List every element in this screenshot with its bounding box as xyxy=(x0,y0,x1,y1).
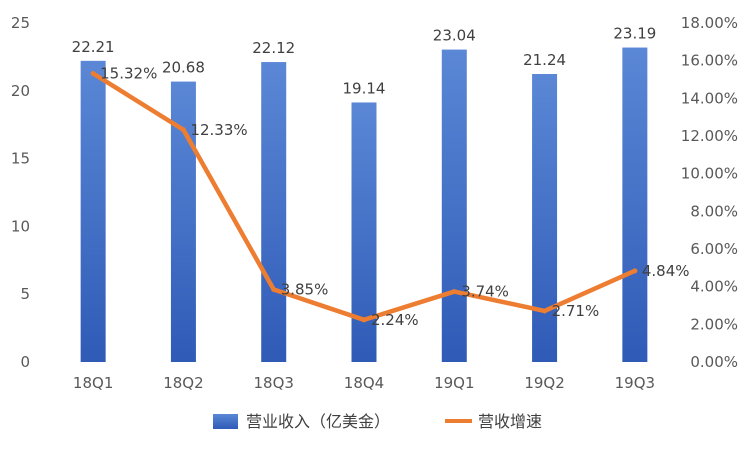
right-axis-tick: 16.00% xyxy=(681,52,738,70)
bar xyxy=(441,49,467,362)
x-axis-tick: 18Q1 xyxy=(73,374,113,392)
growth-point xyxy=(542,308,548,314)
bar-data-label: 23.19 xyxy=(613,25,656,43)
line-data-labels: 15.32% 12.33% 3.85% 2.24% 3.74% 2.71% 4.84% xyxy=(100,64,689,328)
legend: 营业收入（亿美金） 营收增速 xyxy=(213,412,542,431)
line-data-label: 12.33% xyxy=(190,121,247,139)
right-axis-tick: 12.00% xyxy=(681,127,738,145)
line-series xyxy=(90,70,638,323)
line-data-label: 3.74% xyxy=(461,283,509,301)
bar-data-label: 20.68 xyxy=(162,59,205,77)
bar-data-label: 21.24 xyxy=(523,51,566,69)
line-data-label: 2.71% xyxy=(552,302,600,320)
right-axis: 0.00% 2.00% 4.00% 6.00% 8.00% 10.00% 12.00% 14.… xyxy=(681,14,738,371)
x-axis-tick: 19Q2 xyxy=(524,374,564,392)
line-data-label: 2.24% xyxy=(371,311,419,329)
bar-data-label: 22.12 xyxy=(252,39,295,57)
right-axis-tick: 0.00% xyxy=(690,353,738,371)
bar xyxy=(80,60,106,363)
bar xyxy=(261,62,287,363)
bar-data-labels: 22.21 20.68 22.12 19.14 23.04 21.24 23.19 xyxy=(72,25,657,98)
right-axis-tick: 10.00% xyxy=(681,165,738,183)
growth-point xyxy=(451,289,457,295)
bar-data-label: 23.04 xyxy=(433,27,476,45)
right-axis-tick: 8.00% xyxy=(690,202,738,220)
bar-data-label: 22.21 xyxy=(72,38,115,56)
right-axis-tick: 6.00% xyxy=(690,240,738,258)
growth-point xyxy=(271,286,277,292)
line-data-label: 4.84% xyxy=(642,262,690,280)
x-axis-tick: 18Q2 xyxy=(163,374,203,392)
right-axis-tick: 14.00% xyxy=(681,89,738,107)
x-axis-tick: 19Q3 xyxy=(615,374,655,392)
bar xyxy=(622,47,648,362)
x-axis-tick: 18Q4 xyxy=(344,374,384,392)
left-axis-tick: 10 xyxy=(11,217,30,235)
bar-data-label: 19.14 xyxy=(343,79,386,97)
left-axis-tick: 20 xyxy=(11,82,30,100)
legend-label-revenue: 营业收入（亿美金） xyxy=(246,412,390,431)
line-data-label: 3.85% xyxy=(281,280,329,298)
bar xyxy=(532,73,558,363)
line-data-label: 15.32% xyxy=(100,64,157,82)
x-axis-tick: 19Q1 xyxy=(434,374,474,392)
left-axis-tick: 25 xyxy=(11,14,30,32)
legend-label-growth: 营收增速 xyxy=(478,412,542,431)
growth-point xyxy=(361,317,367,323)
left-axis: 0 5 10 15 20 25 xyxy=(11,14,30,371)
left-axis-tick: 5 xyxy=(20,285,30,303)
growth-point xyxy=(632,268,638,274)
x-axis: 18Q1 18Q2 18Q3 18Q4 19Q1 19Q2 19Q3 xyxy=(73,374,655,392)
bar-series xyxy=(80,47,648,363)
right-axis-tick: 2.00% xyxy=(690,315,738,333)
left-axis-tick: 0 xyxy=(20,353,30,371)
right-axis-tick: 4.00% xyxy=(690,278,738,296)
x-axis-tick: 18Q3 xyxy=(253,374,293,392)
growth-point xyxy=(90,70,96,76)
growth-point xyxy=(180,127,186,133)
right-axis-tick: 18.00% xyxy=(681,14,738,32)
legend-swatch-revenue xyxy=(213,414,238,429)
left-axis-tick: 15 xyxy=(11,150,30,168)
